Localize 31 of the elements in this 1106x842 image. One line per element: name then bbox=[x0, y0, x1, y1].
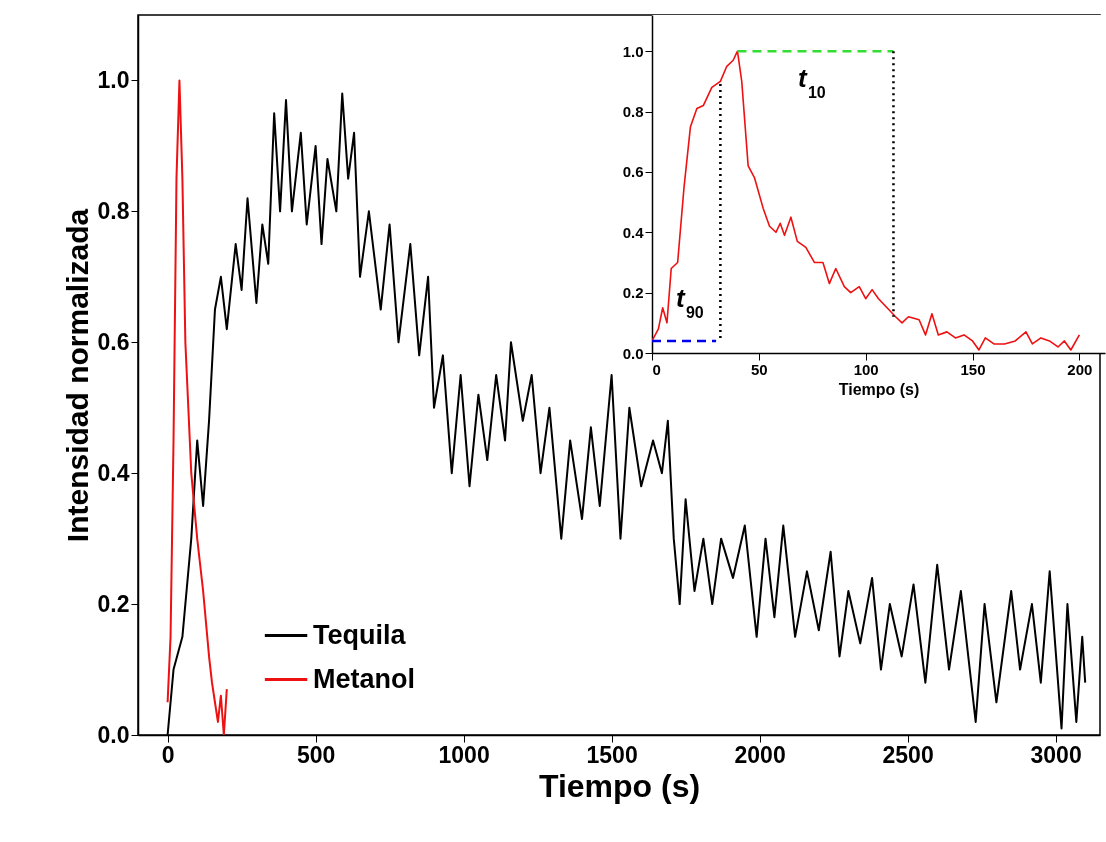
line-series bbox=[166, 79, 228, 735]
x-tick-label: 200 bbox=[1067, 360, 1093, 378]
y-tick-label: 0.0 bbox=[622, 344, 644, 362]
x-axis-title: Tiempo (s) bbox=[838, 380, 920, 398]
x-tick-label: 500 bbox=[296, 741, 336, 768]
x-tick-label: 150 bbox=[960, 360, 986, 378]
y-tick-label: 0.4 bbox=[97, 459, 130, 486]
y-tick-label: 0.2 bbox=[97, 590, 130, 617]
y-tick-label: 0.8 bbox=[622, 103, 644, 121]
legend-label: Metanol bbox=[313, 663, 416, 694]
y-tick-label: 1.0 bbox=[622, 42, 644, 60]
y-tick-label: 1.0 bbox=[97, 66, 130, 93]
y-tick-label: 0.0 bbox=[97, 721, 130, 748]
x-tick-label: 0 bbox=[161, 741, 175, 768]
x-tick-label: 50 bbox=[751, 360, 768, 378]
line-series bbox=[652, 50, 1081, 351]
y-axis-title: Intensidad normalizada bbox=[60, 208, 94, 543]
x-tick-label: 0 bbox=[652, 360, 661, 378]
x-tick-label: 3000 bbox=[1030, 741, 1082, 768]
x-axis-title: Tiempo (s) bbox=[538, 767, 701, 804]
x-tick-label: 1500 bbox=[586, 741, 638, 768]
legend-label: Tequila bbox=[313, 619, 407, 650]
y-tick-label: 0.4 bbox=[622, 223, 645, 241]
y-tick-label: 0.8 bbox=[97, 197, 130, 224]
x-tick-label: 100 bbox=[853, 360, 879, 378]
x-tick-label: 2000 bbox=[734, 741, 786, 768]
y-tick-label: 0.6 bbox=[97, 328, 130, 355]
x-tick-label: 2500 bbox=[882, 741, 934, 768]
x-tick-label: 1000 bbox=[438, 741, 490, 768]
y-tick-label: 0.6 bbox=[622, 163, 644, 181]
y-tick-label: 0.2 bbox=[622, 284, 644, 302]
